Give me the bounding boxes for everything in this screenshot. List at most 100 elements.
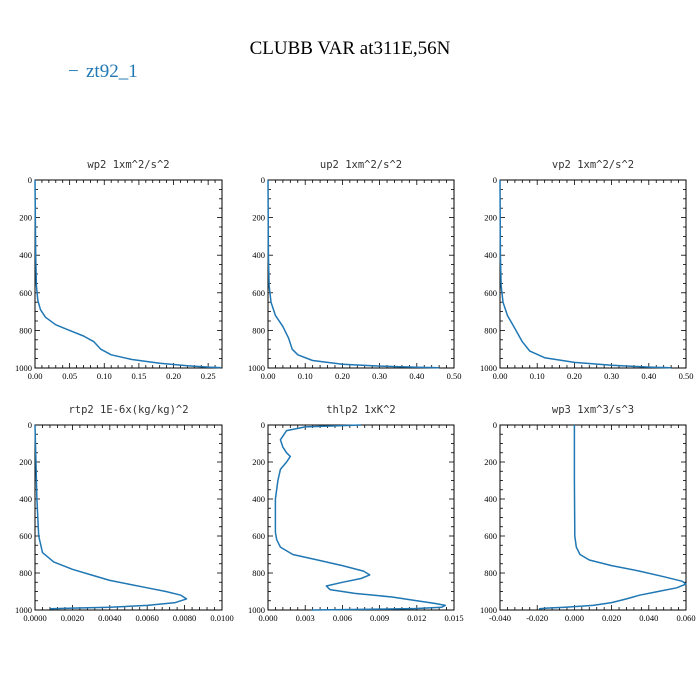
plot-frame xyxy=(499,424,687,611)
x-tick-label: 0.10 xyxy=(97,371,112,381)
y-tick-label: 0 xyxy=(261,175,265,185)
x-tick-label: 0.15 xyxy=(131,371,146,381)
x-tick-label: 0.00 xyxy=(261,371,276,381)
x-tick-label: 0.20 xyxy=(166,371,181,381)
x-tick-label: 0.040 xyxy=(639,613,658,623)
plot-frame xyxy=(267,424,455,611)
y-tick-label: 200 xyxy=(484,457,497,467)
y-tick-label: 400 xyxy=(252,250,265,260)
y-tick-label: 800 xyxy=(484,568,497,578)
x-tick-label: 0.20 xyxy=(567,371,582,381)
y-tick-label: 800 xyxy=(252,325,265,335)
x-tick-label: 0.012 xyxy=(407,613,426,623)
series-line xyxy=(499,179,672,369)
x-tick-label: 0.0100 xyxy=(210,613,233,623)
y-tick-label: 1000 xyxy=(248,605,265,615)
legend-label: zt92_1 xyxy=(86,61,138,82)
y-tick-label: 600 xyxy=(252,531,265,541)
x-tick-label: 0.015 xyxy=(444,613,463,623)
plot-frame xyxy=(499,179,687,369)
y-tick-label: 0 xyxy=(28,420,32,430)
y-tick-label: 600 xyxy=(19,288,32,298)
plot-frame xyxy=(267,179,455,369)
y-tick-label: 400 xyxy=(252,494,265,504)
y-tick-label: 600 xyxy=(19,531,32,541)
panel-title: rtp2 1E-6x(kg/kg)^2 xyxy=(68,404,188,416)
x-tick-label: 0.40 xyxy=(409,371,424,381)
y-tick-label: 1000 xyxy=(480,363,497,373)
y-tick-label: 200 xyxy=(252,457,265,467)
y-tick-label: 1000 xyxy=(480,605,497,615)
x-tick-label: 0.10 xyxy=(530,371,545,381)
panel-6: wp3 1xm^3/s^3 0 200 400 600 800 1000-0.040 -0.0… xyxy=(480,404,696,623)
x-tick-label: 0.30 xyxy=(372,371,387,381)
y-tick-label: 600 xyxy=(252,288,265,298)
x-tick-label: 0.0040 xyxy=(98,613,121,623)
x-tick-label: 0.0080 xyxy=(173,613,196,623)
x-tick-label: 0.50 xyxy=(447,371,462,381)
panel-4: rtp2 1E-6x(kg/kg)^2020040060080010000.00… xyxy=(15,404,234,623)
y-tick-label: 0 xyxy=(493,175,497,185)
x-tick-label: 0.020 xyxy=(602,613,621,623)
x-tick-label: -0.020 xyxy=(526,613,548,623)
x-tick-label: 0.006 xyxy=(333,613,352,623)
plot-frame xyxy=(34,424,223,611)
x-tick-label: -0.040 xyxy=(489,613,511,623)
x-tick-label: 0.009 xyxy=(370,613,389,623)
y-tick-label: 1000 xyxy=(15,605,32,615)
series-line xyxy=(267,179,440,369)
y-tick-label: 1000 xyxy=(248,363,265,373)
x-tick-label: 0.00 xyxy=(28,371,43,381)
y-tick-label: 0 xyxy=(493,420,497,430)
x-tick-label: 0.25 xyxy=(201,371,216,381)
figure-title: CLUBB VAR at311E,56N xyxy=(250,38,451,59)
x-tick-label: 0.10 xyxy=(298,371,313,381)
panel-title: wp3 1xm^3/s^3 xyxy=(552,404,634,416)
y-tick-label: 800 xyxy=(484,325,497,335)
series-line xyxy=(274,424,447,611)
panel-title: wp2 1xm^2/s^2 xyxy=(87,159,169,171)
y-tick-label: 0 xyxy=(261,420,265,430)
x-tick-label: 0.0000 xyxy=(23,613,46,623)
y-tick-label: 200 xyxy=(252,213,265,223)
x-tick-label: 0.000 xyxy=(258,613,277,623)
y-tick-label: 400 xyxy=(19,494,32,504)
x-tick-label: 0.40 xyxy=(641,371,656,381)
legend: − zt92_1 xyxy=(68,61,138,82)
series-line xyxy=(34,179,221,369)
y-tick-label: 0 xyxy=(28,175,32,185)
y-tick-label: 600 xyxy=(484,288,497,298)
y-tick-label: 800 xyxy=(19,325,32,335)
y-tick-label: 200 xyxy=(19,213,32,223)
y-tick-label: 400 xyxy=(19,250,32,260)
panel-title: up2 1xm^2/s^2 xyxy=(320,159,402,171)
x-tick-label: 0.00 xyxy=(493,371,508,381)
y-tick-label: 600 xyxy=(484,531,497,541)
x-tick-label: 0.30 xyxy=(604,371,619,381)
panel-title: thlp2 1xK^2 xyxy=(326,404,396,416)
y-tick-label: 400 xyxy=(484,494,497,504)
x-tick-label: 0.0060 xyxy=(136,613,159,623)
y-tick-label: 800 xyxy=(252,568,265,578)
x-tick-label: 0.003 xyxy=(296,613,315,623)
legend-marker: − xyxy=(68,61,79,82)
plot-frame xyxy=(34,179,223,369)
x-tick-label: 0.0020 xyxy=(61,613,84,623)
x-tick-label: 0.50 xyxy=(679,371,694,381)
x-tick-label: 0.060 xyxy=(676,613,695,623)
y-tick-label: 1000 xyxy=(15,363,32,373)
panel-title: vp2 1xm^2/s^2 xyxy=(552,159,634,171)
y-tick-label: 200 xyxy=(19,457,32,467)
series-line xyxy=(34,424,188,610)
series-line xyxy=(539,425,687,610)
x-tick-label: 0.000 xyxy=(565,613,584,623)
x-tick-label: 0.20 xyxy=(335,371,350,381)
x-tick-label: 0.05 xyxy=(62,371,77,381)
y-tick-label: 400 xyxy=(484,250,497,260)
y-tick-label: 200 xyxy=(484,213,497,223)
